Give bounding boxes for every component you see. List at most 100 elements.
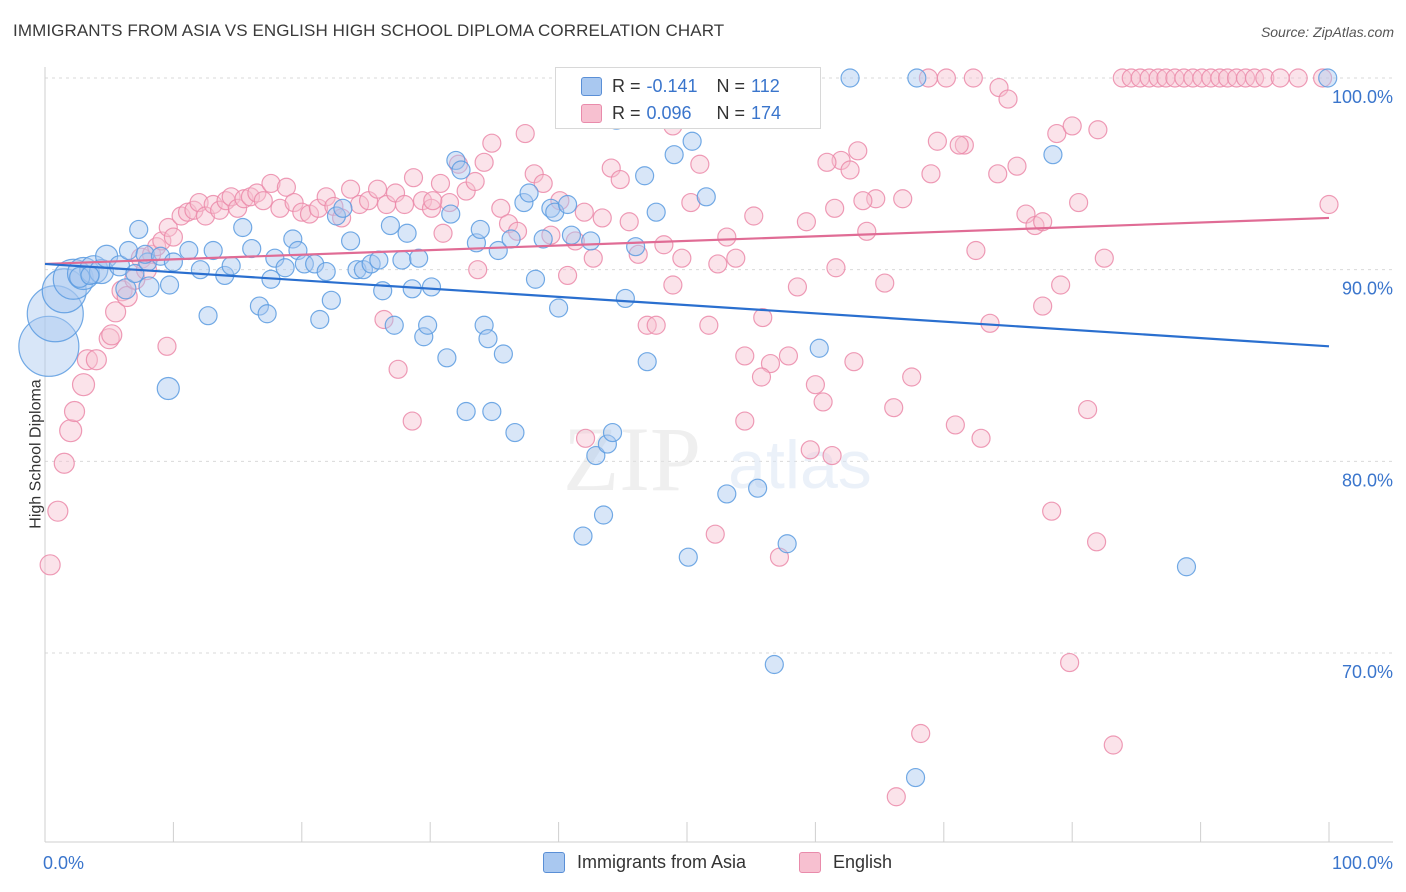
legend-swatch-english <box>581 103 602 123</box>
english-point <box>826 258 846 278</box>
asia-point <box>347 260 367 280</box>
english-point <box>1086 532 1107 552</box>
asia-point <box>340 231 361 251</box>
english-point <box>147 237 167 257</box>
asia-point <box>233 217 253 238</box>
watermark-atlas: atlas <box>728 427 872 503</box>
y-axis-title: High School Diploma <box>27 379 45 529</box>
english-point <box>825 198 845 218</box>
asia-point <box>597 434 617 454</box>
r-value-english: 0.096 <box>646 102 692 123</box>
legend-item-asia[interactable]: Immigrants from Asia <box>543 852 746 873</box>
asia-point <box>257 304 277 324</box>
y-tick-label: 100.0% <box>1332 87 1393 107</box>
asia-point <box>615 288 635 309</box>
english-point <box>817 152 837 172</box>
english-point <box>1210 68 1230 88</box>
english-point <box>848 141 868 161</box>
english-point <box>988 164 1008 184</box>
asia-point <box>602 422 623 443</box>
english-point <box>844 352 864 372</box>
asia-point <box>557 194 578 215</box>
english-point <box>533 173 553 194</box>
asia-point <box>456 401 476 422</box>
english-point <box>717 227 737 247</box>
english-point <box>726 248 746 268</box>
asia-point <box>593 505 614 525</box>
english-point <box>59 419 83 443</box>
english-point <box>853 191 873 211</box>
asia-point <box>310 309 330 330</box>
asia-point <box>159 275 180 295</box>
english-point <box>430 173 451 194</box>
english-point <box>47 500 69 522</box>
english-point <box>744 206 764 226</box>
asia-point <box>418 315 438 335</box>
legend-label-english: English <box>833 852 893 872</box>
asia-point <box>80 265 100 286</box>
asia-point <box>446 150 466 171</box>
asia-point <box>115 278 137 300</box>
english-point <box>195 206 216 226</box>
asia-point <box>129 219 149 240</box>
english-point <box>53 452 75 474</box>
english-point <box>751 367 772 387</box>
english-point <box>1094 248 1114 268</box>
asia-point <box>809 338 829 358</box>
asia-point <box>1043 145 1063 165</box>
english-trend-line <box>44 216 1330 266</box>
english-point <box>936 68 956 88</box>
english-point <box>663 275 683 295</box>
asia-point <box>190 260 210 280</box>
asia-point <box>470 219 490 240</box>
english-point <box>515 123 535 144</box>
y-tick-label: 70.0% <box>1342 662 1393 682</box>
english-point <box>1078 399 1098 420</box>
english-point <box>699 315 719 335</box>
asia-point <box>696 187 716 207</box>
english-point <box>610 169 630 190</box>
asia-point <box>333 198 353 218</box>
english-point <box>875 273 895 293</box>
trend-lines <box>44 216 1330 348</box>
english-point <box>388 359 408 379</box>
english-point <box>105 301 127 323</box>
english-point <box>927 131 947 151</box>
english-point <box>778 346 799 366</box>
asia-point <box>493 344 513 364</box>
asia-point <box>421 277 442 297</box>
english-point <box>247 183 267 203</box>
english-point <box>421 198 442 218</box>
english-point <box>805 375 826 395</box>
legend-item-english[interactable]: English <box>799 852 892 873</box>
asia-point <box>26 285 84 343</box>
english-point <box>1062 116 1082 136</box>
asia-point <box>156 376 180 401</box>
asia-point <box>353 260 374 280</box>
english-point <box>1047 123 1067 144</box>
english-point <box>1069 192 1089 213</box>
axes <box>44 67 1393 843</box>
n-value-asia: 112 <box>751 75 780 96</box>
watermark: ZIP atlas <box>563 408 872 510</box>
asia-point <box>573 526 593 546</box>
english-point <box>1312 68 1333 88</box>
english-point <box>690 154 710 174</box>
english-point <box>921 164 941 184</box>
asia-point <box>519 183 539 203</box>
asia-trend-line <box>44 262 1330 348</box>
asia-point <box>203 240 223 261</box>
asia-point <box>635 166 655 186</box>
asia-point <box>664 145 684 165</box>
english-point <box>893 189 913 209</box>
asia-point <box>283 229 303 249</box>
english-point <box>902 367 922 387</box>
asia-point <box>1176 557 1197 577</box>
asia-point <box>533 229 553 249</box>
n-label: N = <box>716 102 746 123</box>
asia-point <box>392 250 412 270</box>
asia-point <box>88 258 115 285</box>
asia-point <box>397 223 417 243</box>
asia-point <box>478 329 498 349</box>
legend-label-asia: Immigrants from Asia <box>577 852 747 872</box>
